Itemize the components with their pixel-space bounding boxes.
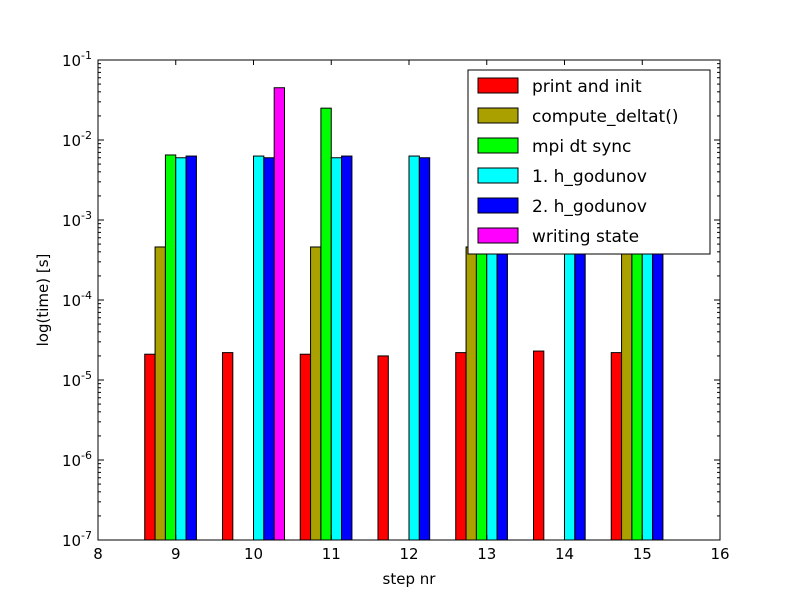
bar-1-h-godunov-step-9 xyxy=(175,157,187,541)
y-tick-label: 10-7 xyxy=(62,529,92,550)
legend: print and init compute_deltat()mpi dt syn… xyxy=(467,69,711,255)
legend-swatch xyxy=(477,137,519,154)
y-tick-label: 10-3 xyxy=(62,209,92,230)
x-tick-label: 9 xyxy=(171,545,181,563)
bar-print-and-init-step-11 xyxy=(299,353,312,541)
legend-label: 1. h_godunov xyxy=(532,167,647,187)
bar-mpi-dt-sync-step-9 xyxy=(164,154,177,541)
bar-2-h-godunov-step-11 xyxy=(341,155,353,541)
bar-2-h-godunov-step-9 xyxy=(185,155,197,541)
legend-label: mpi dt sync xyxy=(532,137,631,157)
bar-print-and-init-step-15 xyxy=(610,352,623,541)
bar-1-h-godunov-step-10 xyxy=(253,155,265,541)
y-tick-label: 10-5 xyxy=(62,369,92,390)
bar-compute-deltat--step-11 xyxy=(310,246,322,541)
y-tick-label: 10-4 xyxy=(62,289,92,310)
legend-label: print and init xyxy=(532,77,642,97)
legend-box xyxy=(467,69,711,255)
y-tick-label: 10-6 xyxy=(62,449,92,470)
legend-label: 2. h_godunov xyxy=(532,197,647,217)
bar-compute-deltat--step-15 xyxy=(621,246,633,541)
bar-mpi-dt-sync-step-11 xyxy=(320,107,332,541)
x-tick-label: 15 xyxy=(633,545,652,563)
ticks-layer: 8 9 10 11 12 13 14 15 16 10-7 10-6 10-5 10-4 10-3 10-2… xyxy=(62,49,730,563)
legend-swatch xyxy=(477,197,519,214)
legend-swatch xyxy=(477,107,519,124)
legend-swatch xyxy=(477,167,519,184)
bar-compute-deltat--step-9 xyxy=(154,246,166,541)
bar-2-h-godunov-step-10 xyxy=(263,157,275,541)
legend-label: compute_deltat() xyxy=(532,107,678,127)
bar-compute-deltat--step-13 xyxy=(465,246,477,541)
x-tick-label: 12 xyxy=(399,545,418,563)
bar-print-and-init-step-10 xyxy=(221,352,234,541)
x-tick-label: 10 xyxy=(244,545,263,563)
bar-print-and-init-step-12 xyxy=(377,355,389,541)
legend-label: writing state xyxy=(532,227,639,247)
y-tick-label: 10-2 xyxy=(62,129,92,150)
x-tick-label: 16 xyxy=(710,545,729,563)
x-axis-title: step nr xyxy=(383,570,437,588)
x-tick-label: 13 xyxy=(477,545,496,563)
y-tick-label: 10-1 xyxy=(62,49,92,70)
x-tick-label: 14 xyxy=(555,545,574,563)
bar-print-and-init-step-9 xyxy=(144,353,156,541)
x-tick-label: 8 xyxy=(93,545,103,563)
y-axis-title: log(time) [s] xyxy=(34,254,52,347)
legend-swatch xyxy=(477,227,519,244)
x-tick-label: 11 xyxy=(322,545,341,563)
bar-print-and-init-step-13 xyxy=(455,352,467,541)
bar-1-h-godunov-step-11 xyxy=(330,157,343,541)
legend-swatch xyxy=(477,77,519,94)
bar-2-h-godunov-step-12 xyxy=(418,157,431,541)
bar-print-and-init-step-14 xyxy=(532,350,545,541)
bar-1-h-godunov-step-12 xyxy=(408,155,420,541)
bar-writing-state-step-10 xyxy=(273,87,286,541)
